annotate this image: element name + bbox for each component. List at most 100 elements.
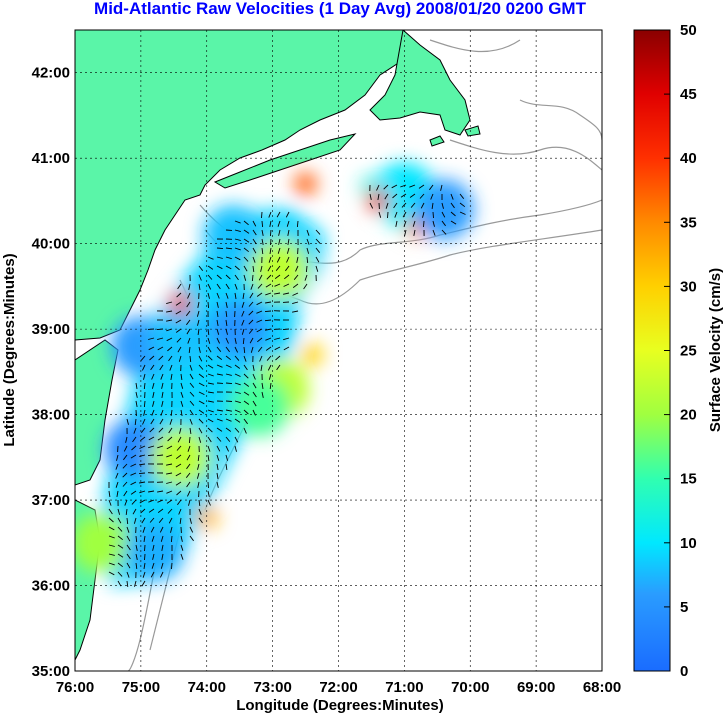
velocity-vector (176, 490, 182, 496)
velocity-vector (176, 292, 182, 298)
velocity-vector (148, 445, 155, 449)
velocity-vector (197, 319, 200, 326)
velocity-vector (284, 274, 290, 280)
velocity-vector (166, 463, 173, 466)
velocity-vector (108, 499, 112, 506)
velocity-vector (166, 472, 173, 475)
velocity-vector (385, 202, 389, 209)
velocity-vector (207, 292, 210, 299)
velocity-vector (188, 499, 191, 506)
velocity-vector (252, 247, 257, 254)
velocity-vector (198, 427, 203, 434)
velocity-vector (133, 427, 137, 434)
colorbar-tick-label: 5 (680, 599, 688, 616)
velocity-vector (252, 238, 257, 245)
velocity-vector (292, 310, 299, 313)
velocity-vector (115, 481, 119, 488)
velocity-vector (207, 445, 211, 452)
velocity-vector (126, 517, 129, 525)
y-tick-label: 38:00 (32, 407, 70, 424)
velocity-vector (161, 553, 164, 560)
velocity-vector (376, 184, 380, 191)
velocity-vector (234, 418, 241, 423)
velocity-vector (315, 247, 321, 253)
velocity-vector (243, 346, 246, 354)
velocity-vector (108, 571, 115, 576)
velocity-cell (301, 343, 324, 366)
velocity-vector (283, 292, 290, 295)
velocity-vector (143, 382, 146, 390)
velocity-vector (207, 391, 214, 394)
velocity-cell (294, 172, 317, 195)
velocity-cell (367, 189, 390, 212)
velocity-vector (159, 364, 164, 371)
velocity-vector (166, 337, 173, 342)
colorbar-tick-label: 20 (680, 407, 697, 424)
velocity-vector (189, 517, 192, 524)
velocity-vector (241, 310, 245, 317)
velocity-vector (234, 337, 237, 344)
velocity-vector (157, 499, 164, 503)
velocity-vector (108, 562, 115, 566)
velocity-vector (197, 463, 200, 470)
velocity-vector (296, 220, 299, 228)
velocity-vector (140, 355, 146, 361)
velocity-vector (207, 454, 210, 461)
velocity-vector (151, 373, 155, 380)
velocity-vector (161, 544, 164, 551)
velocity-vector (225, 400, 233, 402)
velocity-vector (432, 229, 436, 236)
velocity-vector (185, 472, 191, 478)
velocity-vector (234, 238, 241, 241)
velocity-vector (267, 364, 272, 371)
velocity-vector (277, 220, 281, 227)
velocity-vector (241, 328, 245, 335)
velocity-vector (108, 490, 111, 497)
velocity-vector (159, 526, 164, 533)
velocity-vector (225, 301, 228, 308)
velocity-vector (225, 346, 230, 353)
velocity-vector (167, 346, 173, 352)
y-tick-label: 39:00 (32, 321, 70, 338)
velocity-vector (248, 328, 254, 334)
velocity-vector (225, 310, 228, 317)
velocity-vector (258, 274, 263, 281)
velocity-vector (216, 292, 220, 299)
velocity-vector (216, 481, 219, 488)
velocity-vector (285, 265, 290, 272)
land-long-island (213, 133, 357, 189)
velocity-vector (283, 346, 290, 351)
velocity-vector (306, 247, 310, 254)
velocity-vector (243, 247, 249, 253)
x-axis-label: Longitude (Degrees:Minutes) (236, 697, 444, 714)
y-tick-label: 35:00 (32, 663, 70, 680)
velocity-vector (440, 184, 443, 191)
velocity-vector (216, 427, 223, 432)
colorbar: 0 5 10 15 20 25 30 35 40 45 50 Surface Velocity (c… (633, 22, 724, 680)
velocity-vector (170, 373, 173, 380)
velocity-vector (261, 238, 264, 245)
velocity-vector (180, 409, 183, 416)
velocity-vector (178, 508, 182, 515)
velocity-vector (216, 346, 222, 352)
velocity-vector (198, 283, 201, 290)
velocity-vector (234, 256, 241, 261)
velocity-vector (179, 517, 182, 524)
velocity-vector (242, 337, 245, 345)
velocity-vector (387, 211, 389, 219)
velocity-vector (135, 553, 138, 560)
velocity-vector (295, 265, 299, 272)
velocity-vectors (108, 184, 466, 587)
velocity-vector (123, 454, 128, 461)
velocity-vector (135, 562, 138, 569)
velocity-vector (130, 490, 137, 495)
velocity-vector (261, 229, 264, 236)
velocity-vector (430, 193, 434, 200)
velocity-vector (189, 355, 192, 363)
grid-lines (75, 30, 602, 671)
velocity-vector (441, 229, 447, 235)
velocity-vector (216, 445, 221, 452)
velocity-vector (135, 391, 138, 398)
velocity-vector (140, 508, 146, 514)
velocity-vector (189, 418, 193, 425)
